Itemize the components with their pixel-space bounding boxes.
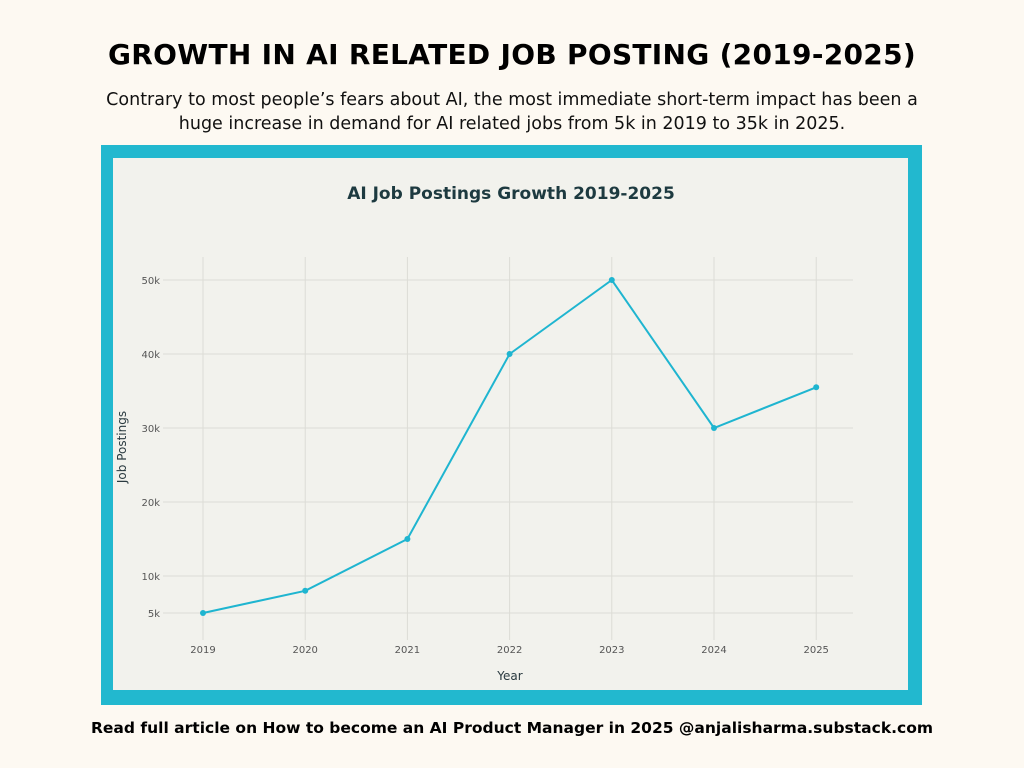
chart-panel: [113, 158, 908, 690]
chart-title: AI Job Postings Growth 2019-2025: [347, 184, 675, 204]
data-point: [608, 277, 615, 283]
data-point: [711, 425, 717, 431]
y-tick-label: 10k: [141, 572, 160, 583]
x-axis-label: Year: [496, 669, 522, 683]
x-tick-label: 2025: [803, 645, 828, 656]
data-point: [813, 384, 820, 391]
page-title: GROWTH IN AI RELATED JOB POSTING (2019-2…: [108, 38, 916, 71]
x-tick-label: 2020: [292, 645, 317, 656]
x-tick-label: 2019: [190, 645, 215, 656]
data-point: [506, 351, 513, 357]
y-tick-label: 30k: [141, 424, 160, 435]
x-tick-label: 2024: [701, 645, 726, 656]
y-tick-label: 5k: [148, 609, 160, 620]
y-axis-label: Job Postings: [115, 411, 129, 484]
page-subtitle: Contrary to most people’s fears about AI…: [106, 90, 918, 134]
y-tick-label: 40k: [141, 350, 160, 361]
y-tick-label: 20k: [141, 498, 160, 509]
x-tick-label: 2022: [497, 645, 522, 656]
footer-text: Read full article on How to become an AI…: [90, 719, 934, 737]
y-tick-label: 50k: [141, 276, 160, 287]
x-tick-label: 2023: [599, 645, 624, 656]
data-point: [404, 536, 411, 542]
x-tick-label: 2021: [395, 645, 420, 656]
data-point: [200, 610, 206, 616]
data-point: [302, 587, 309, 594]
